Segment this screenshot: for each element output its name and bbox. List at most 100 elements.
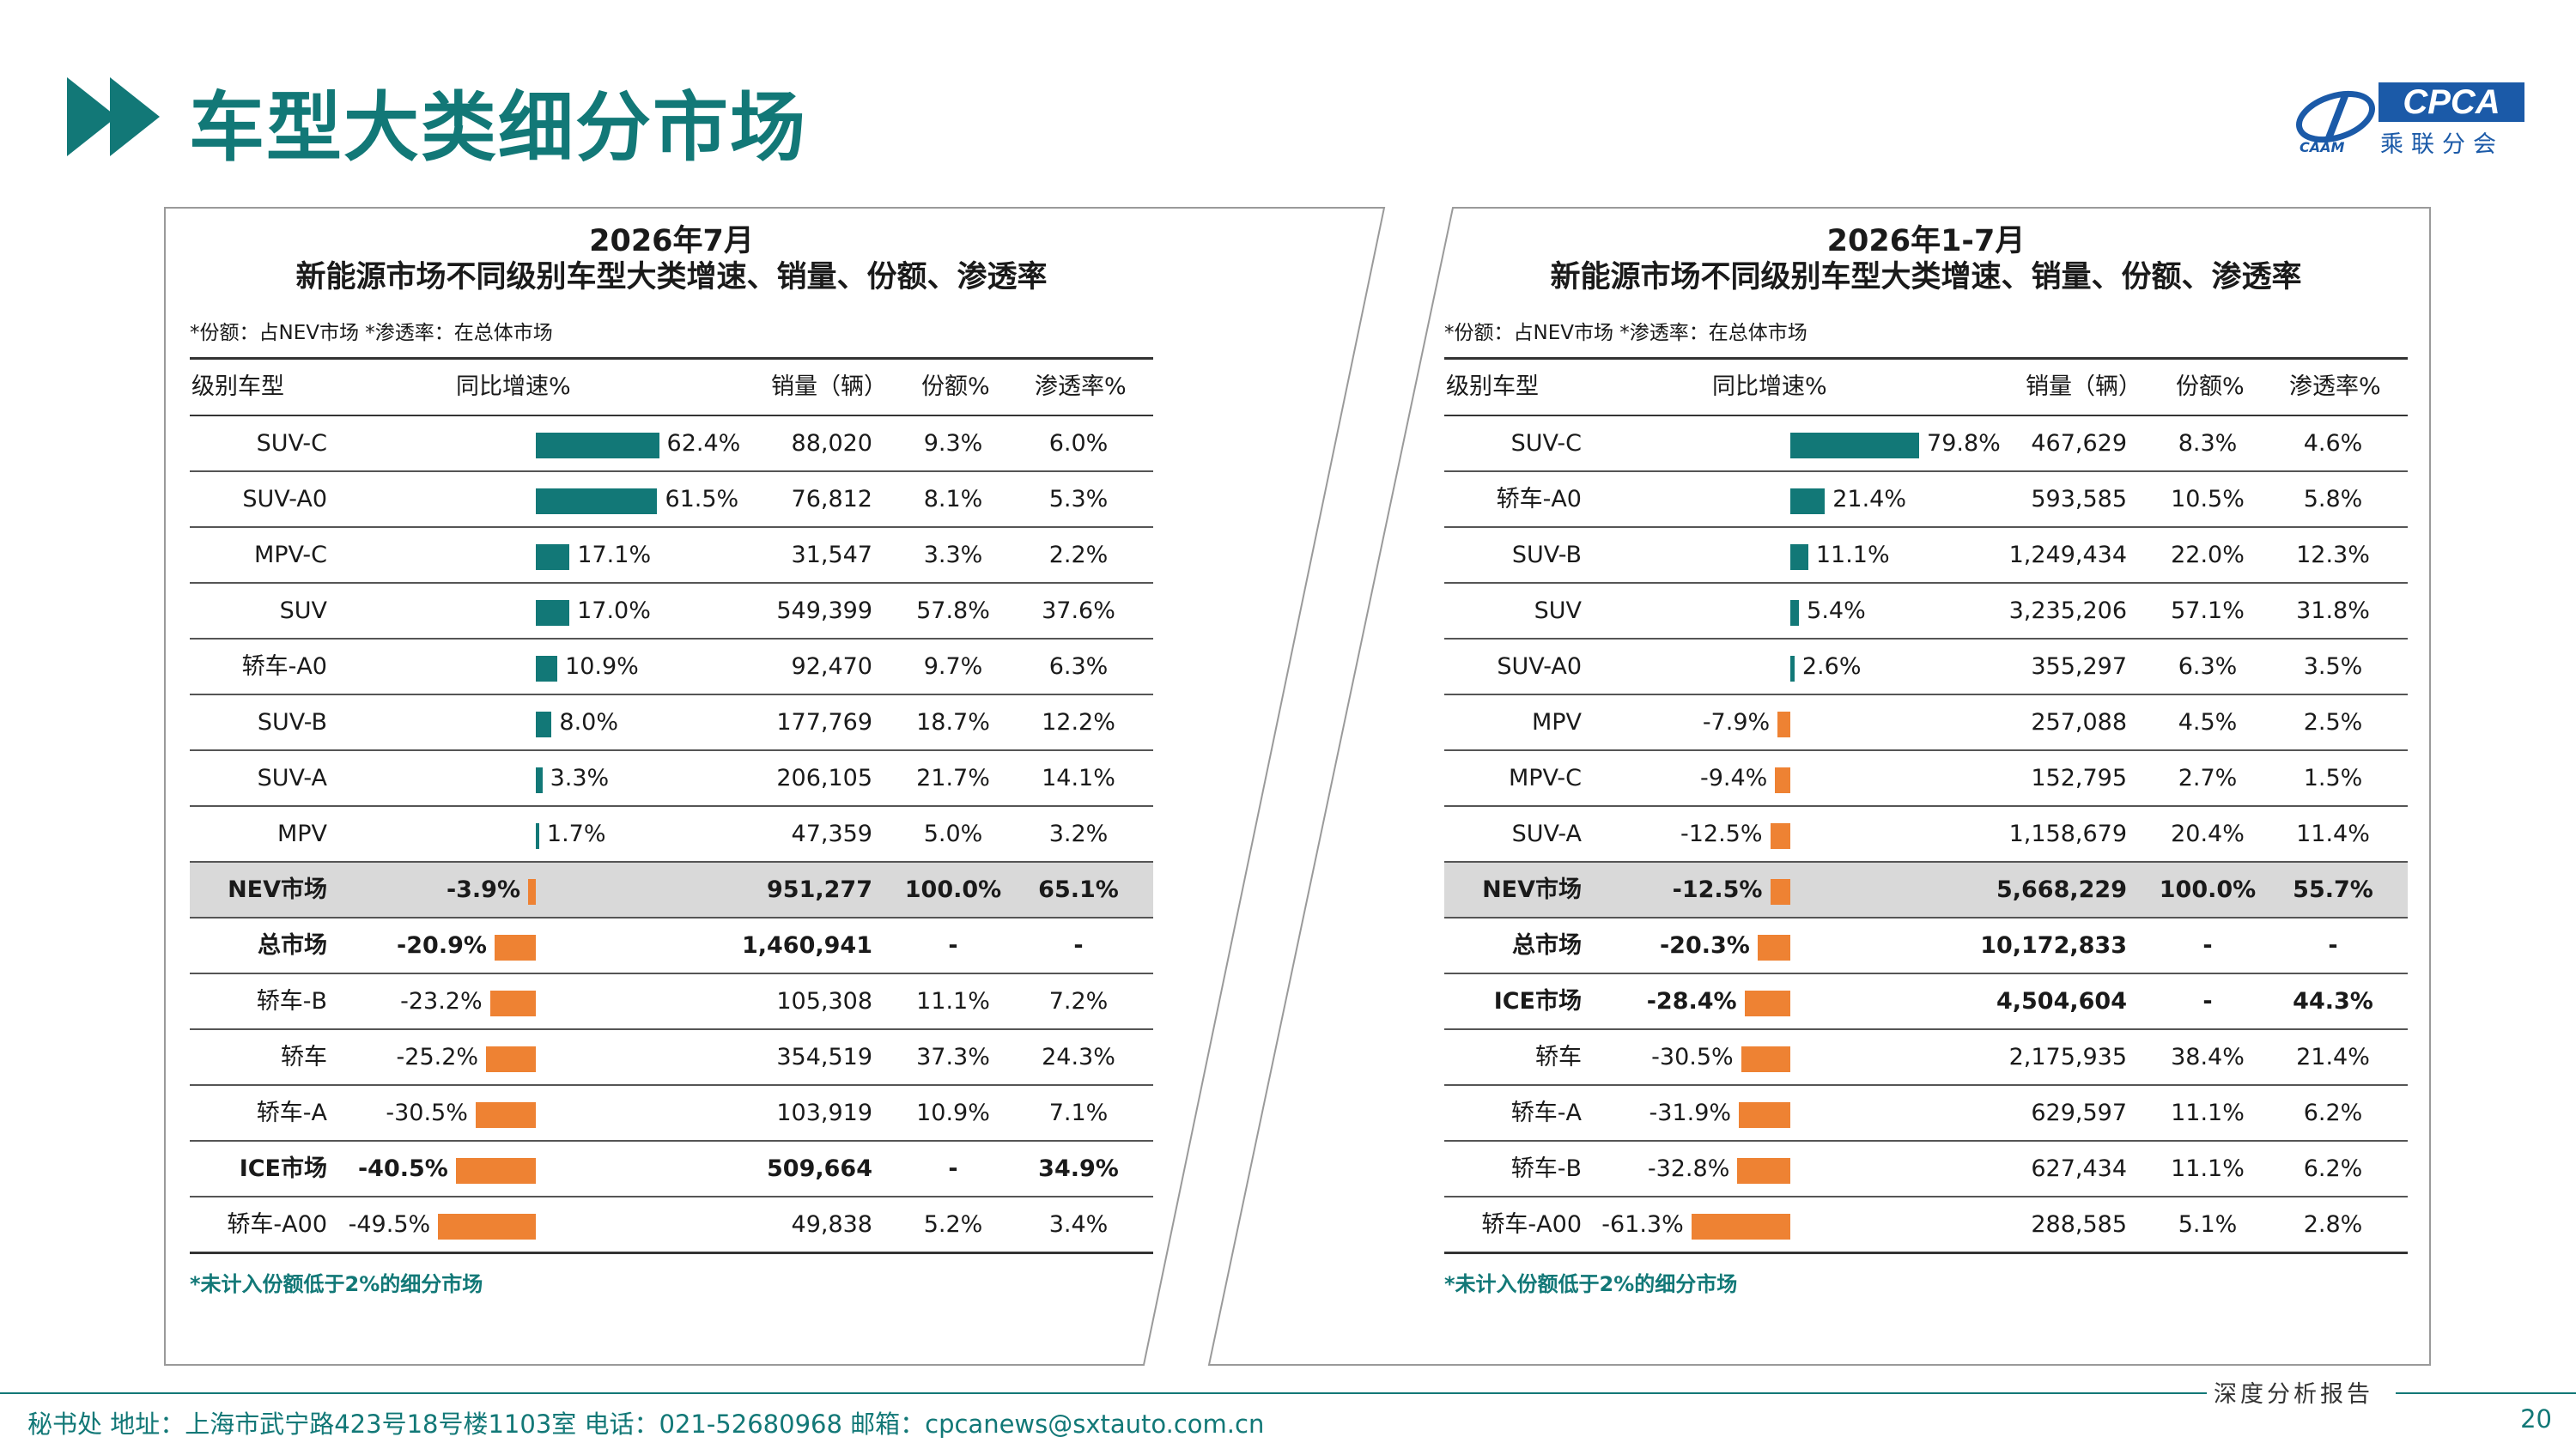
cell-sales: 92,470 bbox=[791, 653, 872, 680]
cell-type: 总市场 bbox=[258, 932, 327, 959]
table-row: 总市场 -20.9% 1,460,941 - - bbox=[190, 919, 1153, 974]
growth-bar bbox=[536, 600, 570, 626]
cell-type: SUV-A0 bbox=[242, 486, 327, 512]
cell-type: MPV-C bbox=[1508, 765, 1582, 791]
cell-type: SUV bbox=[279, 597, 327, 624]
cell-share: 11.1% bbox=[916, 988, 990, 1015]
cell-type: 轿车 bbox=[1535, 1044, 1582, 1070]
cell-penetration: 31.8% bbox=[2296, 597, 2370, 624]
cell-growth: -3.9% bbox=[446, 876, 521, 903]
cell-sales: 4,504,604 bbox=[1996, 988, 2127, 1015]
cell-sales: 593,585 bbox=[2031, 486, 2127, 512]
header-growth: 同比增速% bbox=[1712, 373, 1827, 400]
header-penetration: 渗透率% bbox=[2289, 373, 2381, 400]
cell-penetration: 1.5% bbox=[2303, 765, 2363, 791]
cell-sales: 47,359 bbox=[791, 821, 872, 847]
cell-growth: -30.5% bbox=[1651, 1044, 1734, 1070]
cell-share: 37.3% bbox=[916, 1044, 990, 1070]
cell-growth: 11.1% bbox=[1815, 542, 1890, 568]
cell-share: 8.3% bbox=[2178, 430, 2238, 457]
cell-sales: 1,460,941 bbox=[741, 932, 872, 959]
cell-penetration: 2.2% bbox=[1048, 542, 1109, 568]
growth-bar bbox=[528, 879, 536, 905]
cell-growth: -12.5% bbox=[1680, 821, 1763, 847]
cell-growth: -12.5% bbox=[1672, 876, 1763, 903]
cell-growth: -61.3% bbox=[1601, 1211, 1684, 1238]
cell-sales: 31,547 bbox=[791, 542, 872, 568]
growth-bar bbox=[1741, 1046, 1790, 1072]
cell-type: SUV-B bbox=[257, 709, 327, 736]
cell-share: 10.9% bbox=[916, 1100, 990, 1126]
cell-sales: 509,664 bbox=[767, 1155, 872, 1182]
table-row: MPV 1.7% 47,359 5.0% 3.2% bbox=[190, 807, 1153, 863]
cell-growth: -40.5% bbox=[357, 1155, 448, 1182]
cell-type: 轿车-A00 bbox=[1481, 1211, 1582, 1238]
growth-bar bbox=[475, 1102, 536, 1128]
cell-share: 5.2% bbox=[923, 1211, 983, 1238]
cell-type: NEV市场 bbox=[1482, 876, 1582, 903]
cell-penetration: 7.2% bbox=[1048, 988, 1109, 1015]
cell-type: ICE市场 bbox=[1493, 988, 1582, 1015]
cell-penetration: 6.3% bbox=[1048, 653, 1109, 680]
table-row: SUV-A0 61.5% 76,812 8.1% 5.3% bbox=[190, 472, 1153, 528]
cell-penetration: 12.2% bbox=[1042, 709, 1115, 736]
cell-growth: -31.9% bbox=[1649, 1100, 1732, 1126]
table-row: NEV市场 -12.5% 5,668,229 100.0% 55.7% bbox=[1444, 863, 2408, 919]
footer-contact: 秘书处 地址：上海市武宁路423号18号楼1103室 电话：021-526809… bbox=[27, 1410, 1265, 1439]
panel-title-period: 2026年1-7月 bbox=[1826, 224, 2026, 258]
table-row: SUV-B 8.0% 177,769 18.7% 12.2% bbox=[190, 695, 1153, 751]
table-row: 轿车-B -23.2% 105,308 11.1% 7.2% bbox=[190, 974, 1153, 1030]
table-row: 轿车-A0 21.4% 593,585 10.5% 5.8% bbox=[1444, 472, 2408, 528]
cell-penetration: 3.5% bbox=[2303, 653, 2363, 680]
logo-emblem-icon bbox=[2296, 90, 2375, 143]
table-row: MPV-C -9.4% 152,795 2.7% 1.5% bbox=[1444, 751, 2408, 807]
cell-growth: -20.3% bbox=[1659, 932, 1750, 959]
growth-bar bbox=[486, 1046, 536, 1072]
cell-type: ICE市场 bbox=[239, 1155, 327, 1182]
table-row: 轿车-A00 -61.3% 288,585 5.1% 2.8% bbox=[1444, 1197, 2408, 1254]
cell-type: 轿车-B bbox=[1510, 1155, 1582, 1182]
cell-penetration: 55.7% bbox=[2293, 876, 2373, 903]
cell-growth: 3.3% bbox=[550, 765, 610, 791]
growth-bar bbox=[1777, 712, 1790, 737]
cell-penetration: 12.3% bbox=[2296, 542, 2370, 568]
cell-share: 10.5% bbox=[2171, 486, 2245, 512]
cell-sales: 49,838 bbox=[791, 1211, 872, 1238]
footer-divider-right bbox=[2396, 1392, 2576, 1394]
cell-sales: 257,088 bbox=[2031, 709, 2127, 736]
header-penetration: 渗透率% bbox=[1035, 373, 1127, 400]
chevron-icon bbox=[110, 77, 160, 156]
cell-share: 20.4% bbox=[2171, 821, 2245, 847]
cell-penetration: 24.3% bbox=[1042, 1044, 1115, 1070]
cell-growth: 10.9% bbox=[565, 653, 639, 680]
cell-growth: 8.0% bbox=[559, 709, 618, 736]
cell-sales: 5,668,229 bbox=[1996, 876, 2127, 903]
cell-growth: 5.4% bbox=[1807, 597, 1866, 624]
table-row: SUV-B 11.1% 1,249,434 22.0% 12.3% bbox=[1444, 528, 2408, 584]
cell-type: NEV市场 bbox=[228, 876, 327, 903]
table-rows: SUV-C 62.4% 88,020 9.3% 6.0% SUV-A0 61.5% 76,81… bbox=[190, 416, 1153, 1254]
cell-share: 3.3% bbox=[923, 542, 983, 568]
growth-bar bbox=[1757, 935, 1790, 961]
growth-bar bbox=[1775, 767, 1790, 793]
table-header: 级别车型 同比增速% 销量（辆） 份额% 渗透率% bbox=[1444, 357, 2408, 416]
growth-bar bbox=[1790, 433, 1920, 458]
cell-share: 9.7% bbox=[923, 653, 983, 680]
cell-share: 21.7% bbox=[916, 765, 990, 791]
cell-type: SUV-B bbox=[1511, 542, 1582, 568]
cell-type: 轿车-A00 bbox=[227, 1211, 327, 1238]
chevron-icon bbox=[67, 77, 117, 156]
cell-penetration: 4.6% bbox=[2303, 430, 2363, 457]
growth-bar bbox=[1790, 488, 1826, 514]
panel-note: *份额：占NEV市场 *渗透率：在总体市场 bbox=[1444, 322, 1807, 344]
cell-type: SUV-A0 bbox=[1497, 653, 1582, 680]
cell-sales: 549,399 bbox=[776, 597, 872, 624]
table-row: ICE市场 -28.4% 4,504,604 - 44.3% bbox=[1444, 974, 2408, 1030]
logo-subtitle: 乘联分会 bbox=[2380, 131, 2504, 158]
table-row: MPV -7.9% 257,088 4.5% 2.5% bbox=[1444, 695, 2408, 751]
table-row: 轿车-B -32.8% 627,434 11.1% 6.2% bbox=[1444, 1142, 2408, 1197]
table-row: 总市场 -20.3% 10,172,833 - - bbox=[1444, 919, 2408, 974]
growth-bar bbox=[1790, 600, 1800, 626]
cell-growth: 21.4% bbox=[1832, 486, 1906, 512]
cell-penetration: 3.2% bbox=[1048, 821, 1109, 847]
